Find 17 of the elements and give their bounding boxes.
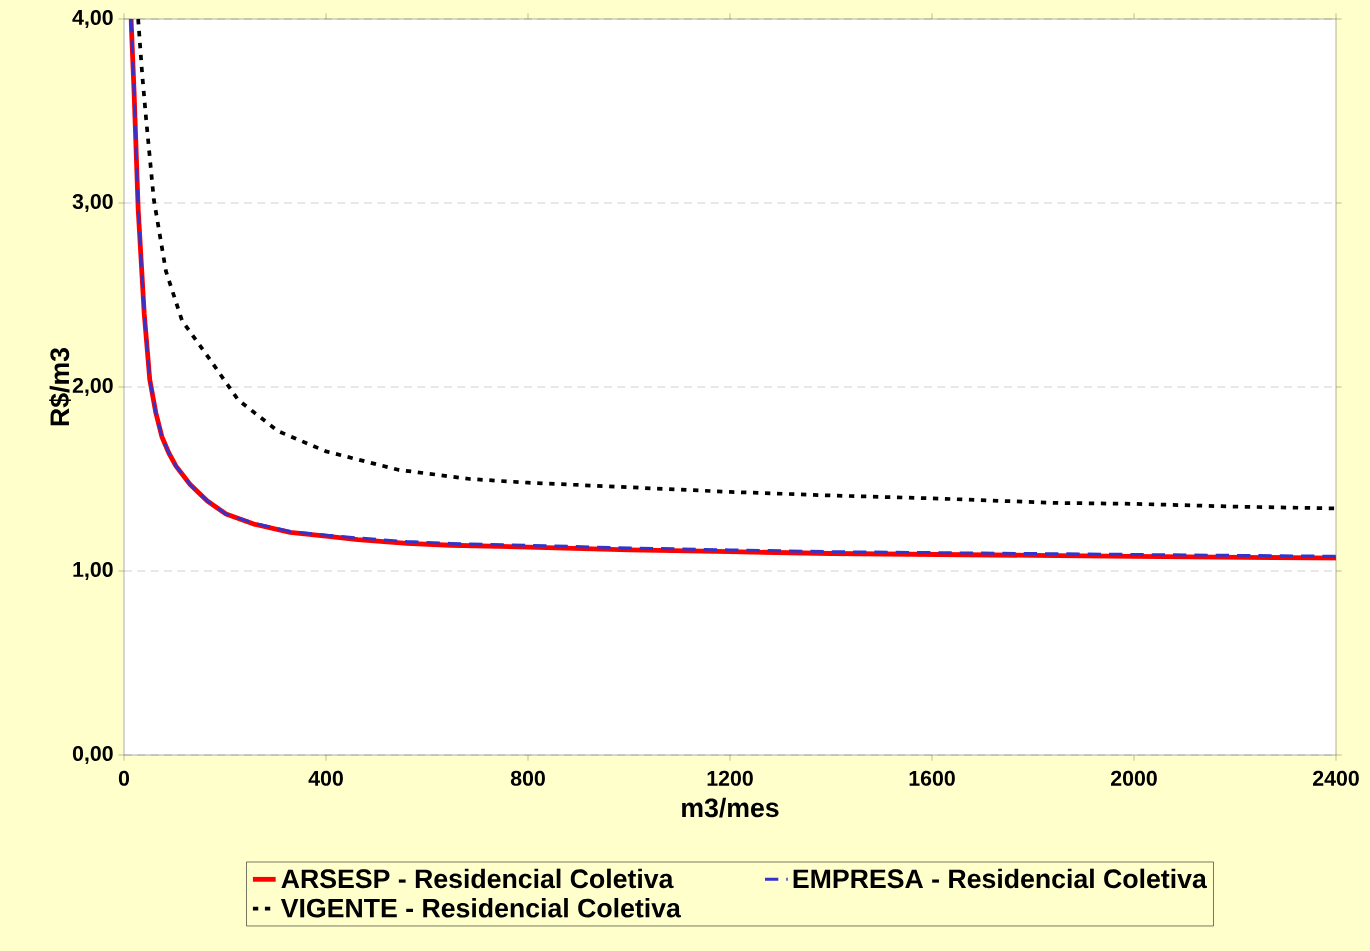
x-tick-label: 1600 bbox=[909, 770, 955, 786]
legend-label: EMPRESA - Residencial Coletiva bbox=[793, 868, 1207, 889]
legend-label: ARSESP - Residencial Coletiva bbox=[281, 868, 674, 889]
x-tick-label: 2000 bbox=[1111, 770, 1157, 786]
x-tick-label: 1200 bbox=[707, 770, 753, 786]
x-tick-label: 2400 bbox=[1313, 770, 1359, 786]
x-tick-label: 800 bbox=[510, 770, 545, 786]
x-tick-label: 0 bbox=[118, 770, 130, 786]
y-tick-label: 2,00 bbox=[72, 377, 113, 397]
x-tick-label: 400 bbox=[308, 770, 343, 786]
legend-label: VIGENTE - Residencial Coletiva bbox=[280, 897, 682, 918]
y-tick-label: 4,00 bbox=[72, 9, 113, 29]
y-tick-label: 0,00 bbox=[72, 745, 113, 765]
x-axis-title: m3/mes bbox=[682, 797, 779, 818]
y-tick-label: 1,00 bbox=[73, 561, 113, 581]
y-tick-label: 3,00 bbox=[72, 193, 113, 213]
y-axis-title: R$/m3 bbox=[49, 347, 71, 426]
